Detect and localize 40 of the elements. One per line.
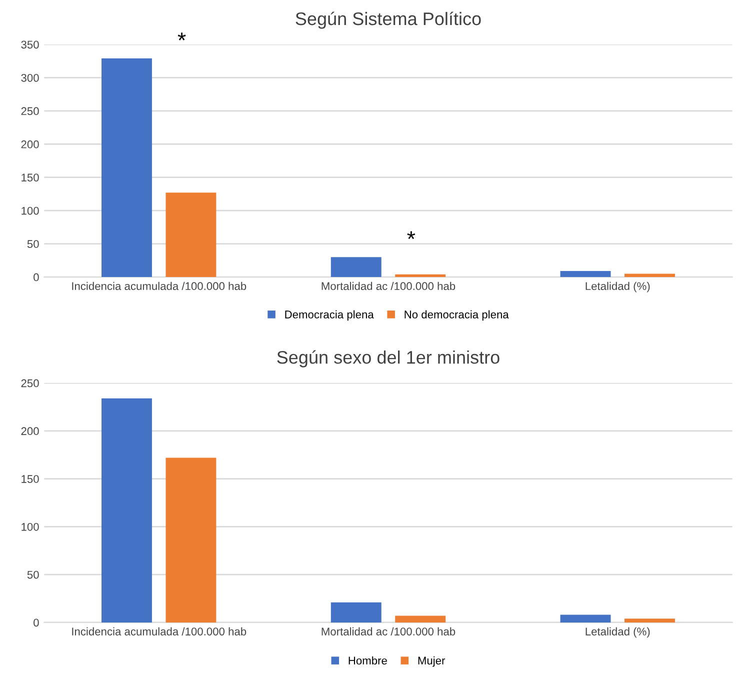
legend-label: Mujer <box>418 656 446 667</box>
bar <box>560 271 611 278</box>
bar <box>624 618 675 622</box>
y-tick-label: 300 <box>21 74 39 82</box>
bar <box>624 274 675 278</box>
chart-title: Según sexo del 1er ministro <box>277 350 500 368</box>
y-tick-label: 150 <box>22 475 39 483</box>
y-tick-label: 100 <box>22 522 39 531</box>
x-tick-label: Incidencia acumulada /100.000 hab <box>72 282 246 290</box>
x-tick-label: Mortalidad ac /100.000 hab <box>322 627 456 636</box>
y-tick-label: 0 <box>34 273 39 282</box>
y-tick-label: 350 <box>21 40 39 49</box>
chart-title: Según Sistema Político <box>296 12 481 29</box>
legend-label: Democracia plena <box>285 310 374 321</box>
y-tick-label: 0 <box>34 618 39 627</box>
y-tick-label: 50 <box>27 570 39 579</box>
x-tick-label: Incidencia acumulada /100.000 hab <box>72 627 246 636</box>
bar <box>330 602 382 622</box>
y-tick-label: 200 <box>21 140 39 148</box>
x-tick-label: Letalidad (%) <box>586 282 650 292</box>
x-tick-label: Letalidad (%) <box>586 627 650 638</box>
bar <box>330 257 382 278</box>
annotation: * <box>407 231 416 240</box>
bar <box>395 616 446 622</box>
text: * <box>178 32 186 40</box>
legend-label: Hombre <box>348 656 387 665</box>
y-tick-label: 200 <box>21 427 39 436</box>
bar <box>166 192 216 278</box>
y-tick-label: 250 <box>21 379 39 388</box>
bar <box>166 458 216 622</box>
legend-label: No democracia plena <box>404 310 509 321</box>
x-tick-label: Mortalidad ac /100.000 hab <box>322 282 456 290</box>
y-tick-label: 100 <box>22 206 39 215</box>
y-tick-label: 250 <box>21 107 39 116</box>
bar <box>395 274 446 278</box>
bar <box>560 614 611 622</box>
bar <box>102 398 152 622</box>
y-tick-label: 150 <box>22 174 39 182</box>
y-tick-label: 50 <box>27 240 39 248</box>
bar <box>102 58 152 278</box>
